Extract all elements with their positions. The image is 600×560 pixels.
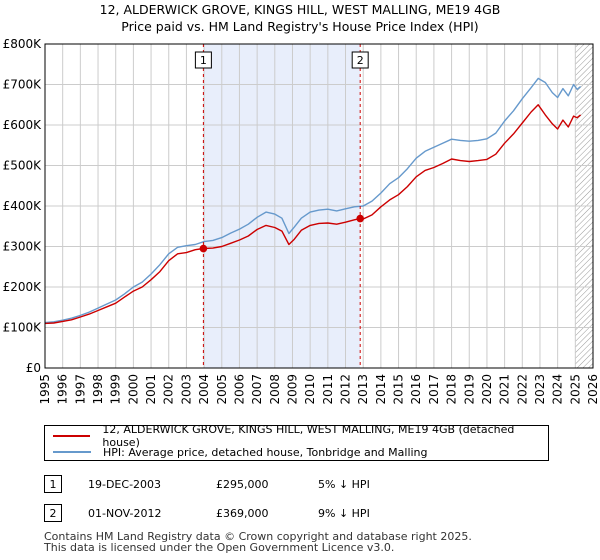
x-tick-label: 2021 — [498, 374, 512, 405]
x-tick-label: 1999 — [109, 374, 123, 405]
footer-licence: This data is licensed under the Open Gov… — [44, 541, 395, 554]
x-tick-label: 1998 — [91, 374, 105, 405]
price-chart: £0 £100K £200K £300K £400K £500K £600K £700K £80… — [3, 37, 600, 405]
sale-date: 01-NOV-2012 — [88, 507, 162, 520]
x-tick-label: 2009 — [285, 374, 299, 405]
sale-hpi-diff: 5% ↓ HPI — [318, 478, 370, 491]
x-tick-label: 2006 — [232, 374, 246, 405]
y-tick-label: £700K — [3, 78, 43, 92]
sale-marker-box — [351, 51, 369, 69]
sale-point — [356, 214, 364, 223]
x-tick-label: 2016 — [409, 374, 423, 405]
legend-item-hpi: HPI: Average price, detached house, Tonb… — [45, 444, 428, 460]
sale-marker-box — [194, 51, 212, 69]
x-tick-label: 2015 — [392, 374, 406, 405]
x-tick-label: 2010 — [303, 374, 317, 405]
legend-swatch-hpi — [53, 451, 91, 453]
x-tick-label: 2017 — [427, 374, 441, 405]
footer: Contains HM Land Registry data © Crown c… — [44, 531, 472, 553]
y-tick-label: £0 — [26, 361, 41, 375]
sale-price: £369,000 — [216, 507, 269, 520]
x-tick-label: 2025 — [568, 374, 582, 405]
hpi-line — [44, 77, 582, 324]
y-tick-label: £300K — [3, 240, 43, 254]
sale-point — [199, 244, 208, 253]
legend-label-property: 12, ALDERWICK GROVE, KINGS HILL, WEST MA… — [102, 423, 515, 449]
x-tick-label: 2005 — [215, 374, 229, 405]
y-tick-label: £400K — [3, 199, 43, 213]
chart-title-line2: Price paid vs. HM Land Registry's House … — [121, 19, 479, 34]
y-tick-label: £800K — [3, 37, 43, 51]
x-tick-label: 2000 — [126, 374, 140, 405]
footer-copyright: Contains HM Land Registry data © Crown c… — [44, 530, 472, 543]
x-tick-label: 2002 — [162, 374, 176, 405]
x-tick-label: 2013 — [356, 374, 370, 405]
legend-item-property: 12, ALDERWICK GROVE, KINGS HILL, WEST MA… — [45, 423, 548, 449]
x-tick-label: 1997 — [73, 374, 87, 405]
y-tick-label: £100K — [3, 321, 43, 335]
chart-title-line1: 12, ALDERWICK GROVE, KINGS HILL, WEST MA… — [99, 2, 501, 17]
x-tick-label: 2008 — [268, 374, 282, 405]
x-tick-label: 2001 — [144, 374, 158, 405]
y-tick-label: £500K — [3, 159, 43, 173]
x-tick-label: 2014 — [374, 374, 388, 405]
x-tick-label: 2003 — [179, 374, 193, 405]
x-tick-label: 2011 — [321, 374, 335, 405]
y-tick-label: £600K — [3, 118, 43, 132]
legend-label-hpi: HPI: Average price, detached house, Tonb… — [103, 445, 428, 459]
x-tick-label: 2026 — [586, 374, 600, 405]
x-tick-label: 2007 — [250, 374, 264, 405]
plot-frame — [44, 43, 594, 369]
legend: 12, ALDERWICK GROVE, KINGS HILL, WEST MA… — [44, 423, 549, 461]
sale-marker-label: 1 — [200, 54, 207, 67]
x-tick-label: 2018 — [445, 374, 459, 405]
sale-row: 2 01-NOV-2012 £369,000 9% ↓ HPI — [44, 504, 444, 524]
sale-row: 1 19-DEC-2003 £295,000 5% ↓ HPI — [44, 475, 444, 495]
x-tick-label: 2023 — [533, 374, 547, 405]
x-tick-label: 2019 — [462, 374, 476, 405]
sale-date: 19-DEC-2003 — [88, 478, 162, 491]
x-tick-label: 2022 — [515, 374, 529, 405]
x-tick-label: 1995 — [38, 374, 52, 405]
x-tick-label: 2004 — [197, 374, 211, 405]
sale-marker-label: 2 — [357, 54, 364, 67]
legend-swatch-property — [53, 435, 91, 437]
y-tick-label: £200K — [3, 280, 43, 294]
property-price-line — [44, 104, 582, 325]
x-tick-label: 2024 — [551, 374, 565, 405]
sale-price: £295,000 — [216, 478, 269, 491]
chart-title: 12, ALDERWICK GROVE, KINGS HILL, WEST MA… — [0, 0, 600, 35]
x-tick-label: 1996 — [56, 374, 70, 405]
x-tick-label: 2012 — [339, 374, 353, 405]
sale-hpi-diff: 9% ↓ HPI — [318, 507, 370, 520]
sale-number-badge: 2 — [44, 504, 62, 522]
x-tick-label: 2020 — [480, 374, 494, 405]
sale-number-badge: 1 — [44, 475, 62, 493]
